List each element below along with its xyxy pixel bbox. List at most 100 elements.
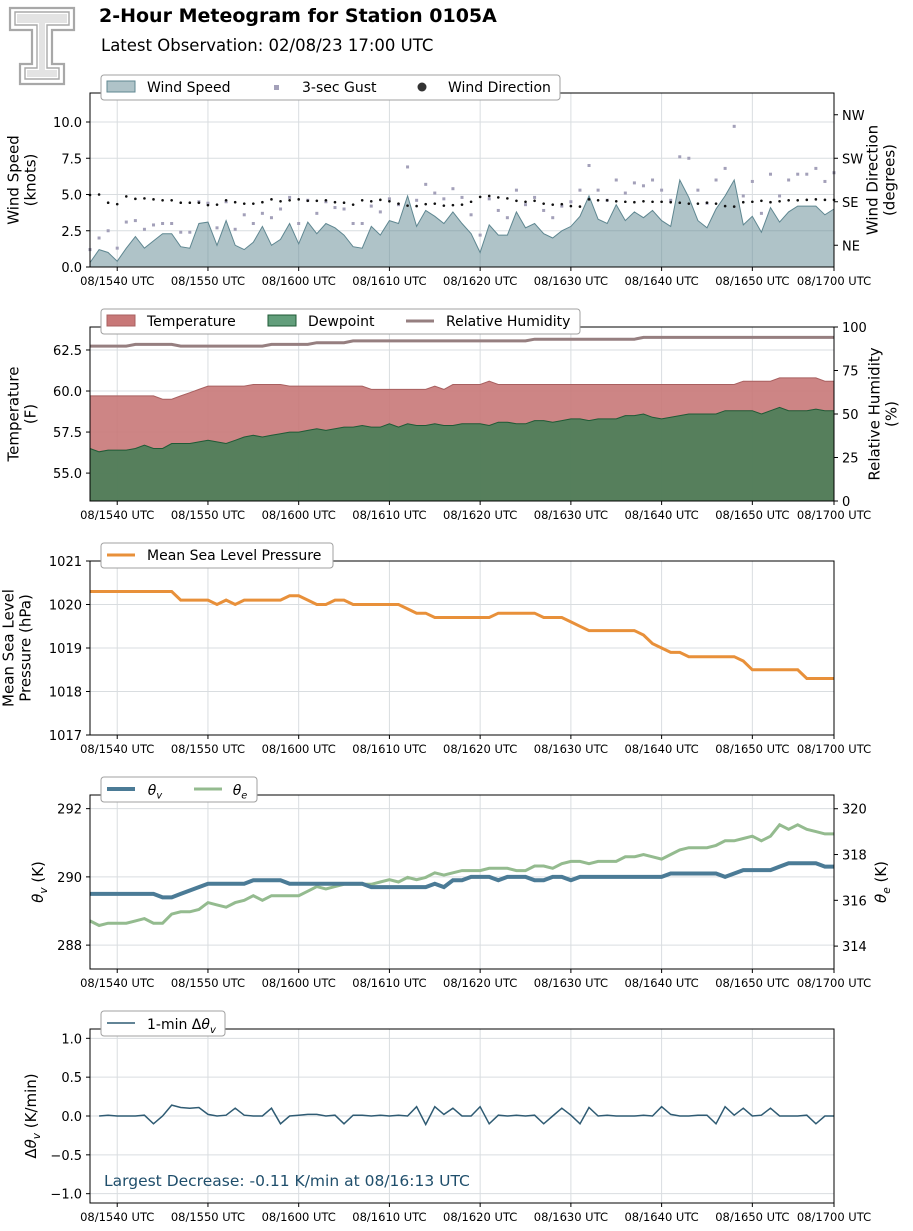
x-tick-label: 08/1640 UTC [624,274,698,288]
y2-tick-label: 314 [842,940,867,955]
page-title: 2-Hour Meteogram for Station 0105A [99,5,497,27]
gust-point [787,178,791,182]
wind-direction-point [179,201,183,205]
gust-point [206,201,210,205]
gust-point [378,210,382,214]
y-tick-label: 1018 [49,686,82,701]
gust-point [551,216,555,220]
wind-direction-point [614,199,618,203]
legend-label: θe [233,783,248,802]
wind-direction-point [478,195,482,199]
wind-direction-point [796,199,800,202]
x-tick-label: 08/1550 UTC [171,976,245,990]
x-tick-label: 08/1640 UTC [624,742,698,756]
wind-direction-point [651,200,654,204]
y-tick-label: 5.0 [61,189,82,204]
gust-point [696,188,700,192]
wind-direction-point [705,201,709,205]
wind-direction-point [569,204,573,208]
y-tick-label: 1017 [49,729,82,744]
y-tick-label: 0.0 [61,261,82,276]
y2-tick-label: 318 [842,849,867,864]
x-tick-label: 08/1610 UTC [352,742,426,756]
gust-point [433,191,437,195]
legend-label: 1-min Δθv [147,1017,217,1036]
legend-swatch [274,85,279,90]
gust-point [424,182,428,186]
legend-box [100,1010,226,1037]
gust-point [233,227,237,231]
texas-tech-logo-icon [8,6,76,86]
wind-direction-point [197,201,201,205]
wind-direction-point [587,198,591,201]
wind-direction-point [379,198,382,202]
wind-direction-point [533,199,536,203]
wind-direction-point [596,199,600,202]
wind-direction-point [460,203,464,206]
wind-direction-point [769,200,772,204]
y-axis-label: Mean Sea Level [0,589,18,707]
legend-label: Wind Speed [147,80,231,96]
gust-point [814,166,818,170]
wind-direction-point [605,199,609,202]
wind-direction-point [279,199,282,203]
gust-point [415,198,419,202]
x-tick-label: 08/1540 UTC [80,976,154,990]
gust-point [251,222,255,225]
legend-label: 3-sec Gust [302,80,377,96]
gust-point [505,216,509,220]
gust-point [487,197,491,201]
relative-humidity-line [90,335,834,348]
wind-direction-point [687,202,691,205]
x-tick-label: 08/1650 UTC [715,274,789,288]
x-tick-label: 08/1650 UTC [715,976,789,990]
delta-theta-line [99,1104,834,1127]
gust-point [560,204,564,208]
x-tick-label: 08/1630 UTC [534,1210,608,1224]
wind-direction-point [660,200,663,204]
gust-point [224,200,228,204]
legend-swatch [267,314,297,327]
gust-point [496,208,500,212]
wind-direction-point [324,199,328,202]
y-tick-label: 292 [57,803,82,818]
gust-point [678,155,682,159]
pressure-line [90,590,834,680]
legend-label: θv [148,783,163,802]
x-tick-label: 08/1550 UTC [171,508,245,522]
wind-direction-point [397,202,400,205]
x-tick-label: 08/1630 UTC [534,274,608,288]
y-tick-label: 1020 [49,599,82,614]
gust-point [142,227,146,231]
gust-point [406,165,410,169]
gust-point [732,124,736,128]
gust-point [387,197,391,201]
legend-label: Temperature [146,314,236,330]
x-tick-label: 08/1630 UTC [534,976,608,990]
wind-direction-point [787,199,790,202]
y-tick-label: 0.0 [61,1110,82,1125]
gust-point [768,172,772,176]
gust-point [106,229,110,233]
gust-point [460,195,464,199]
wind-direction-point [760,199,763,203]
wind-direction-point [778,199,781,203]
wind-direction-point [161,199,164,202]
x-tick-label: 08/1610 UTC [352,508,426,522]
gust-point [215,226,219,230]
x-tick-label: 08/1600 UTC [262,508,336,522]
y2-tick-label: 50 [842,408,859,423]
x-tick-label: 08/1700 UTC [797,1210,871,1224]
wind-direction-point [388,199,391,203]
wind-direction-point [134,197,137,201]
wind-direction-point [542,202,545,205]
gust-point [750,179,754,183]
gust-point [759,211,763,215]
x-tick-label: 08/1620 UTC [443,1210,517,1224]
x-tick-label: 08/1630 UTC [534,508,608,522]
wind-direction-point [342,201,346,205]
y-axis-label: Wind Speed [5,135,23,225]
x-tick-label: 08/1550 UTC [171,1210,245,1224]
wind-direction-point [233,200,237,204]
wind-direction-point [106,201,110,205]
